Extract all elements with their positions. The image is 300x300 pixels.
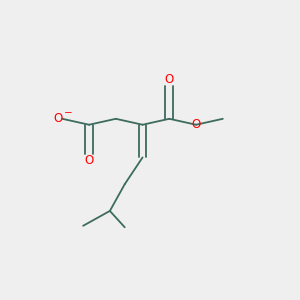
Text: O: O	[191, 118, 201, 131]
Text: −: −	[64, 108, 73, 118]
Text: O: O	[84, 154, 94, 167]
Text: O: O	[53, 112, 62, 125]
Text: O: O	[165, 73, 174, 86]
